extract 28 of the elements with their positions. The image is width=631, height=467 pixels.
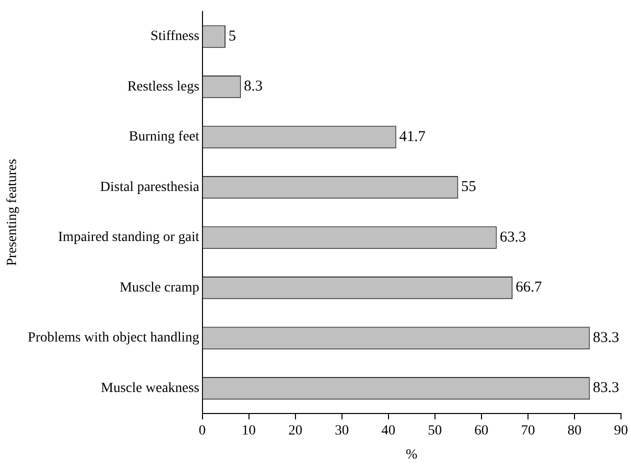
x-tick-label: 20 [288, 423, 302, 438]
data-label: 55 [461, 179, 476, 196]
x-tick-label: 0 [198, 423, 206, 438]
x-tick-label: 10 [242, 423, 256, 438]
x-tick-label: 30 [334, 423, 349, 438]
x-tick-label: 50 [428, 423, 442, 438]
x-axis-title: % [406, 447, 418, 462]
x-tick-label: 70 [520, 423, 535, 438]
y-tick-label: Distal paresthesia [100, 180, 200, 195]
y-tick-label: Impaired standing or gait [58, 230, 200, 246]
data-label: 66.7 [516, 280, 542, 296]
data-label: 5 [228, 28, 236, 44]
data-label: 63.3 [500, 229, 526, 246]
data-label: 83.3 [592, 380, 620, 396]
data-label: 83.3 [592, 330, 620, 346]
x-tick-label: 90 [614, 423, 628, 438]
x-tick-label: 80 [567, 423, 582, 438]
y-axis-title: Presenting features [5, 158, 20, 266]
x-tick-label: 60 [474, 423, 488, 438]
x-tick-label: 40 [381, 423, 396, 438]
y-tick-label: Restless legs [127, 79, 200, 94]
y-tick-label: Muscle cramp [120, 280, 200, 296]
data-label: 8.3 [244, 78, 263, 95]
data-label: 41.7 [399, 128, 426, 145]
y-tick-label: Burning feet [128, 130, 200, 145]
y-tick-label: Problems with object handling [28, 330, 200, 346]
y-tick-label: Muscle weakness [100, 380, 200, 396]
y-tick-label: Stiffness [150, 29, 200, 44]
